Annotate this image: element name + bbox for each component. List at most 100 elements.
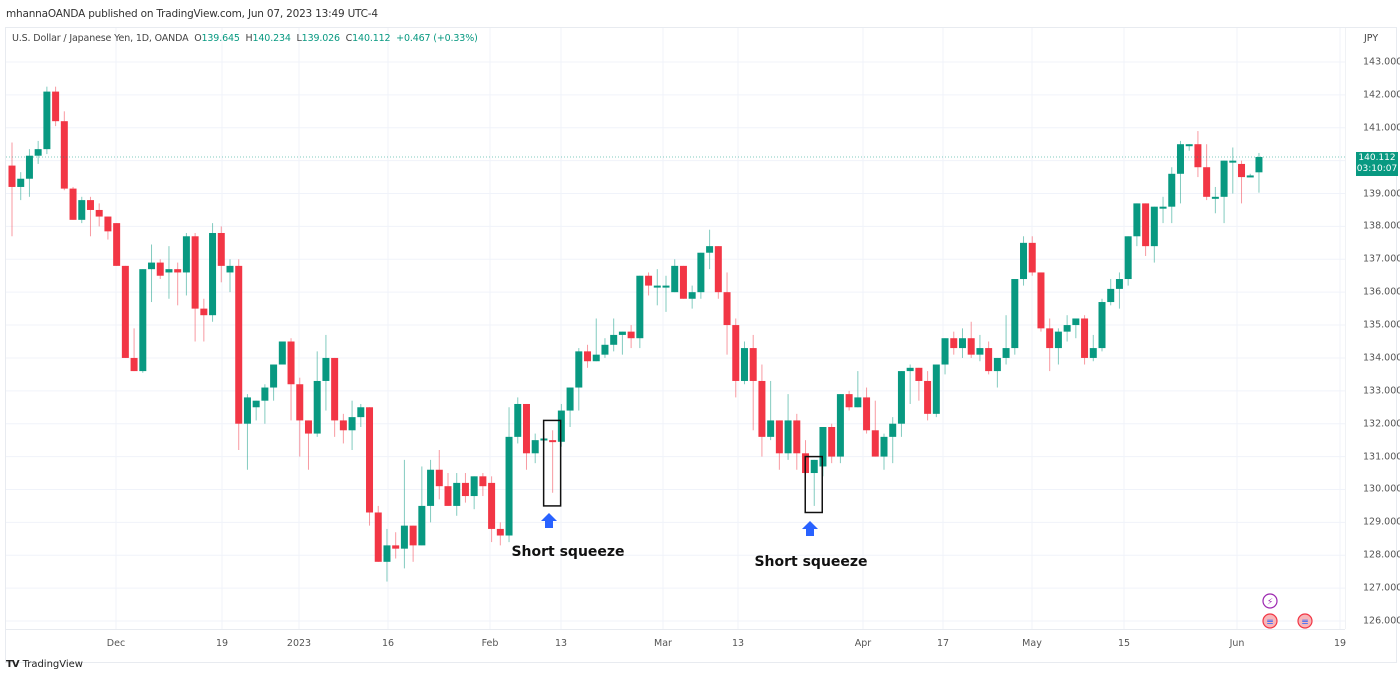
candle-body: [1011, 279, 1019, 349]
tradingview-logo[interactable]: 𝗧𝗩 TradingView: [6, 659, 83, 670]
tradingview-mark-icon: 𝗧𝗩: [6, 659, 20, 670]
candle-body: [828, 426, 836, 457]
candle-body: [1176, 144, 1184, 174]
candle-body: [130, 357, 138, 372]
candle-body: [217, 232, 225, 266]
candle-body: [627, 331, 635, 339]
candle-body: [287, 341, 295, 385]
candle-body: [671, 265, 679, 293]
candle-body: [1238, 163, 1246, 178]
candle-body: [976, 348, 984, 355]
candle-body: [366, 407, 374, 513]
high-value: 140.234: [252, 33, 291, 44]
price-tick-label: 143.000: [1363, 56, 1400, 68]
candle-body: [113, 223, 121, 266]
candle-body: [1089, 348, 1097, 358]
time-tick-label: Apr: [854, 638, 872, 649]
us-flag-event-icon[interactable]: [1262, 613, 1278, 629]
candle-body: [1081, 318, 1089, 358]
candle-body: [1020, 242, 1028, 280]
candle-body: [985, 348, 993, 372]
chart-plot-area[interactable]: Short squeeze Short squeeze ⚡ ≡ ≡: [6, 28, 1345, 629]
candle-body: [618, 331, 626, 335]
candle-body: [226, 265, 234, 273]
candle-body: [60, 121, 68, 189]
candle-body: [880, 436, 888, 457]
candle-body: [461, 482, 469, 497]
candle-body: [139, 269, 147, 372]
candle-body: [25, 155, 33, 179]
symbol-legend: U.S. Dollar / Japanese Yen, 1D, OANDA O 1…: [12, 33, 478, 44]
us-flag-event-icon-glyph: ≡: [1301, 618, 1309, 628]
us-flag-event-icon[interactable]: [1297, 613, 1313, 629]
candle-body: [636, 275, 644, 339]
candle-body: [897, 371, 905, 424]
candle-body: [1002, 348, 1010, 358]
candle-body: [1229, 160, 1237, 163]
candle-body: [392, 545, 400, 549]
candle-body: [191, 236, 199, 309]
candle-body: [261, 387, 269, 401]
short-squeeze-box[interactable]: [542, 419, 562, 507]
time-tick-label: Feb: [481, 638, 499, 649]
price-tick-label: 137.000: [1363, 253, 1400, 265]
candle-body: [165, 269, 173, 273]
close-label: C: [345, 33, 353, 44]
candle-body: [967, 338, 975, 355]
candlestick-chart[interactable]: Short squeeze Short squeeze ⚡ ≡ ≡: [6, 28, 1345, 629]
candle-body: [270, 364, 278, 388]
candle-body: [941, 338, 949, 365]
candle-body: [69, 188, 77, 220]
tradingview-brand: TradingView: [22, 659, 83, 670]
price-tick-label: 127.000: [1363, 582, 1400, 594]
price-tick-label: 131.000: [1363, 451, 1400, 463]
candle-body: [34, 149, 42, 156]
candle-body: [148, 262, 156, 270]
candle-body: [488, 482, 496, 529]
candle-body: [52, 91, 60, 122]
bar-countdown: 03:10:07: [1356, 164, 1398, 174]
candle-body: [740, 348, 748, 381]
close-value: 140.112: [352, 33, 391, 44]
time-tick-label: Mar: [654, 638, 672, 649]
candle-body: [1142, 203, 1150, 247]
candle-body: [958, 338, 966, 349]
lightning-event-icon[interactable]: [1262, 593, 1278, 609]
candle-body: [714, 246, 722, 293]
candle-body: [924, 380, 932, 414]
last-price-badge: 140.112 03:10:07: [1356, 152, 1398, 176]
price-tick-label: 139.000: [1363, 188, 1400, 200]
price-tick-label: 141.000: [1363, 122, 1400, 134]
candle-body: [871, 430, 879, 457]
price-tick-label: 130.000: [1363, 483, 1400, 495]
candle-body: [793, 420, 801, 454]
candle-body: [409, 525, 417, 546]
candle-body: [601, 344, 609, 355]
time-tick-label: Dec: [106, 638, 126, 649]
price-tick-label: 136.000: [1363, 286, 1400, 298]
candle-body: [383, 545, 391, 562]
candle-body: [514, 403, 522, 437]
candle-body: [1107, 288, 1115, 303]
open-label: O: [194, 33, 202, 44]
candle-body: [156, 262, 164, 276]
candle-body: [209, 232, 217, 316]
candle-body: [1211, 196, 1219, 199]
candle-body: [653, 285, 661, 288]
time-tick-label: 13: [554, 638, 568, 649]
candle-body: [78, 200, 86, 220]
short-squeeze-box[interactable]: [804, 455, 823, 514]
candle-body: [950, 338, 958, 349]
time-tick-label: May: [1022, 638, 1042, 649]
candle-body: [252, 400, 260, 408]
price-axis[interactable]: [1345, 28, 1397, 629]
time-tick-label: 2023: [286, 638, 312, 649]
symbol-title: U.S. Dollar / Japanese Yen, 1D, OANDA: [12, 33, 189, 44]
candle-body: [243, 397, 251, 424]
candle-body: [767, 420, 775, 437]
time-axis[interactable]: [6, 629, 1345, 651]
candle-body: [278, 341, 286, 365]
short-squeeze-label: Short squeeze: [754, 554, 867, 570]
candle-body: [1028, 242, 1036, 273]
price-tick-label: 133.000: [1363, 385, 1400, 397]
